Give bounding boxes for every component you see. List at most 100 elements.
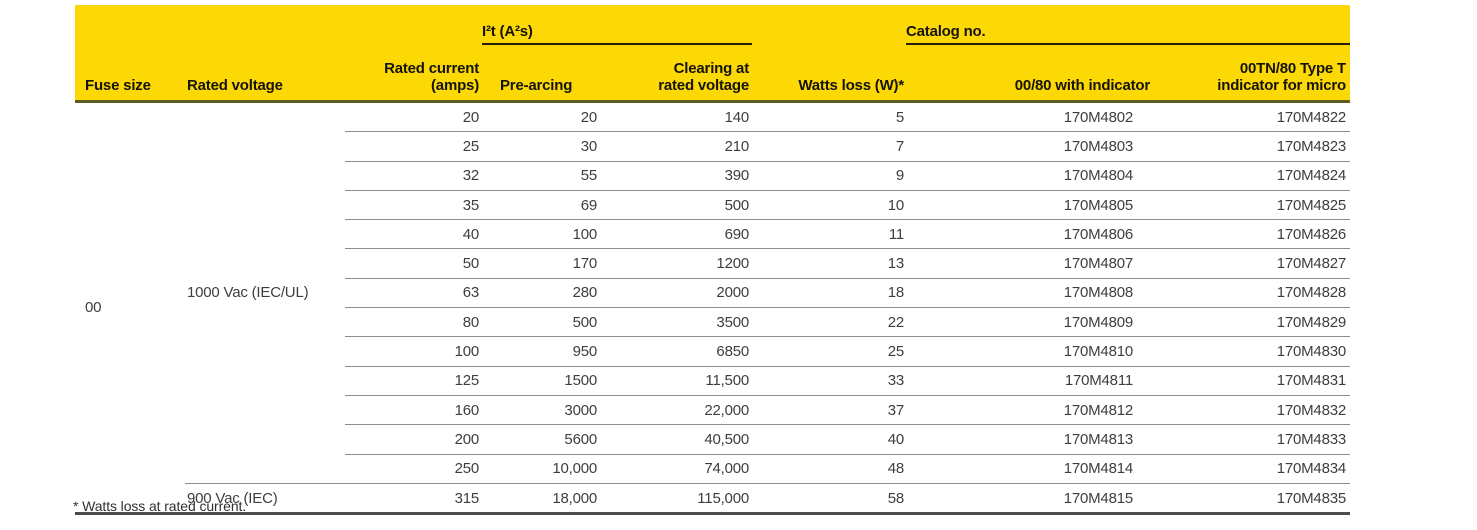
table-row: 80 500 3500 22 170M4809 170M4829 <box>75 307 1350 337</box>
catalog-0080-cell: 170M4807 <box>906 248 1150 279</box>
col-header-catalog-00tn80: 00TN/80 Type T indicator for micro <box>1150 44 1350 103</box>
clearing-cell: 140 <box>600 101 752 132</box>
pre-arcing-cell: 18,000 <box>482 482 600 516</box>
col-header-label: Clearing at <box>673 60 750 77</box>
catalog-00tn80-cell: 170M4823 <box>1150 131 1350 162</box>
clearing-cell: 11,500 <box>600 365 752 396</box>
rated-current-cell: 35 <box>345 189 482 220</box>
catalog-00tn80-cell: 170M4822 <box>1150 101 1350 132</box>
pre-arcing-cell: 69 <box>482 189 600 220</box>
table-row: 900 Vac (IEC) 315 18,000 115,000 58 170M4815 1… <box>75 482 1350 516</box>
col-header-pre-arcing: Pre-arcing <box>482 44 600 103</box>
column-header-row: Fuse size Rated voltage Rated current (a… <box>75 44 1350 103</box>
group-header-spacer <box>752 5 906 44</box>
table-row: 63 280 2000 18 170M4808 170M4828 <box>75 277 1350 308</box>
col-header-label: rated voltage <box>658 77 749 94</box>
fuse-ratings-table: I²t (A²s) Catalog no. Fuse size Rated vo… <box>75 5 1350 516</box>
col-header-rated-voltage: Rated voltage <box>185 44 345 103</box>
catalog-00tn80-cell: 170M4829 <box>1150 307 1350 337</box>
clearing-cell: 1200 <box>600 248 752 279</box>
table-row: 50 170 1200 13 170M4807 170M4827 <box>75 248 1350 279</box>
watts-loss-cell: 9 <box>752 160 906 191</box>
watts-loss-cell: 25 <box>752 336 906 367</box>
group-header-spacer <box>75 5 482 44</box>
col-header-fuse-size: Fuse size <box>75 44 185 103</box>
rated-current-cell: 50 <box>345 248 482 279</box>
fuse-size-cell: 00 <box>75 101 185 516</box>
watts-loss-cell: 37 <box>752 394 906 425</box>
pre-arcing-cell: 280 <box>482 277 600 308</box>
col-header-rated-current: Rated current (amps) <box>345 44 482 103</box>
col-header-clearing: Clearing at rated voltage <box>600 44 752 103</box>
col-header-label: (amps) <box>431 77 479 94</box>
rated-current-cell: 125 <box>345 365 482 396</box>
catalog-0080-cell: 170M4814 <box>906 453 1150 484</box>
watts-loss-cell: 10 <box>752 189 906 220</box>
clearing-cell: 690 <box>600 219 752 249</box>
catalog-0080-cell: 170M4802 <box>906 101 1150 132</box>
catalog-00tn80-cell: 170M4824 <box>1150 160 1350 191</box>
catalog-00tn80-cell: 170M4834 <box>1150 453 1350 484</box>
pre-arcing-cell: 5600 <box>482 424 600 455</box>
clearing-cell: 115,000 <box>600 482 752 516</box>
catalog-0080-cell: 170M4803 <box>906 131 1150 162</box>
rated-current-cell: 250 <box>345 453 482 484</box>
pre-arcing-cell: 100 <box>482 219 600 249</box>
table-row: 25 30 210 7 170M4803 170M4823 <box>75 131 1350 162</box>
pre-arcing-cell: 20 <box>482 101 600 132</box>
watts-loss-cell: 13 <box>752 248 906 279</box>
col-header-label: indicator for micro <box>1217 77 1346 94</box>
catalog-0080-cell: 170M4806 <box>906 219 1150 249</box>
rated-voltage-cell: 1000 Vac (IEC/UL) <box>185 101 345 484</box>
col-header-watts-loss: Watts loss (W)* <box>752 44 906 103</box>
col-header-catalog-0080: 00/80 with indicator <box>906 44 1150 103</box>
rated-current-cell: 160 <box>345 394 482 425</box>
pre-arcing-cell: 30 <box>482 131 600 162</box>
watts-loss-cell: 7 <box>752 131 906 162</box>
col-header-label: Fuse size <box>85 77 151 94</box>
catalog-00tn80-cell: 170M4828 <box>1150 277 1350 308</box>
watts-loss-cell: 58 <box>752 482 906 516</box>
watts-loss-cell: 40 <box>752 424 906 455</box>
pre-arcing-cell: 1500 <box>482 365 600 396</box>
catalog-0080-cell: 170M4805 <box>906 189 1150 220</box>
rated-current-cell: 200 <box>345 424 482 455</box>
catalog-00tn80-cell: 170M4835 <box>1150 482 1350 516</box>
col-header-label: Pre-arcing <box>500 77 573 94</box>
rated-current-cell: 20 <box>345 101 482 132</box>
pre-arcing-cell: 170 <box>482 248 600 279</box>
col-header-label: Rated current <box>384 60 479 77</box>
clearing-cell: 40,500 <box>600 424 752 455</box>
catalog-0080-cell: 170M4815 <box>906 482 1150 516</box>
catalog-group-header: Catalog no. <box>906 5 1350 45</box>
catalog-0080-cell: 170M4813 <box>906 424 1150 455</box>
clearing-cell: 2000 <box>600 277 752 308</box>
col-header-label: 00/80 with indicator <box>1014 77 1150 94</box>
catalog-00tn80-cell: 170M4826 <box>1150 219 1350 249</box>
catalog-0080-cell: 170M4812 <box>906 394 1150 425</box>
pre-arcing-cell: 10,000 <box>482 453 600 484</box>
watts-loss-cell: 5 <box>752 101 906 132</box>
clearing-cell: 390 <box>600 160 752 191</box>
watts-loss-cell: 18 <box>752 277 906 308</box>
table-header: I²t (A²s) Catalog no. Fuse size Rated vo… <box>75 5 1350 103</box>
table-body: 00 1000 Vac (IEC/UL) 20 20 140 5 170M4802 170M4… <box>75 101 1350 516</box>
clearing-cell: 6850 <box>600 336 752 367</box>
catalog-00tn80-cell: 170M4827 <box>1150 248 1350 279</box>
catalog-00tn80-cell: 170M4825 <box>1150 189 1350 220</box>
table-row: 40 100 690 11 170M4806 170M4826 <box>75 219 1350 249</box>
catalog-00tn80-cell: 170M4831 <box>1150 365 1350 396</box>
rated-current-cell: 40 <box>345 219 482 249</box>
rated-current-cell: 100 <box>345 336 482 367</box>
rated-current-cell: 315 <box>345 482 482 516</box>
rated-voltage-cell: 900 Vac (IEC) <box>185 482 345 516</box>
catalog-0080-cell: 170M4811 <box>906 365 1150 396</box>
clearing-cell: 3500 <box>600 307 752 337</box>
pre-arcing-cell: 55 <box>482 160 600 191</box>
table-row: 125 1500 11,500 33 170M4811 170M4831 <box>75 365 1350 396</box>
col-header-label: Watts loss (W)* <box>798 77 904 94</box>
table-row: 00 1000 Vac (IEC/UL) 20 20 140 5 170M4802 170M4… <box>75 101 1350 516</box>
catalog-0080-cell: 170M4808 <box>906 277 1150 308</box>
col-header-label: Rated voltage <box>187 77 283 94</box>
